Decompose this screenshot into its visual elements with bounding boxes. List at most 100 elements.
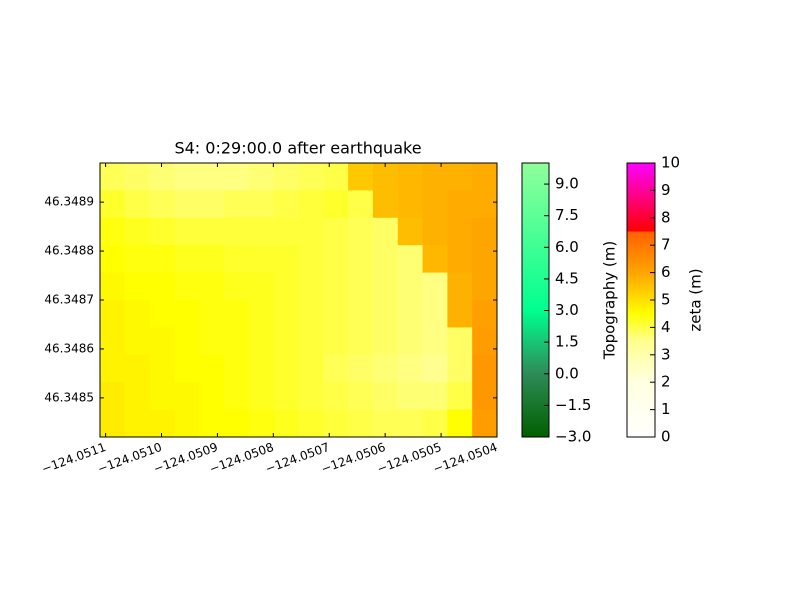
heat-cell xyxy=(422,190,448,219)
heat-cell xyxy=(397,245,424,274)
colorbar-tick-label: 3.0 xyxy=(555,301,579,319)
heat-cell xyxy=(174,382,200,411)
heat-cell xyxy=(372,272,399,301)
heat-cell xyxy=(472,382,498,411)
colorbar-tick-label: 10 xyxy=(661,154,680,172)
heat-cell xyxy=(372,163,399,191)
heat-cell xyxy=(372,382,399,411)
y-tick-label: 46.3486 xyxy=(44,341,94,355)
heat-cell xyxy=(149,354,175,383)
heat-cell xyxy=(397,190,424,219)
heat-cell xyxy=(397,272,424,301)
heat-cell xyxy=(472,300,498,328)
heat-cell xyxy=(447,409,473,438)
heat-cell xyxy=(472,327,498,356)
heat-cell xyxy=(174,272,200,301)
heat-cell xyxy=(422,354,448,383)
heat-cell xyxy=(224,354,250,383)
heat-cell xyxy=(100,272,126,301)
heat-cell xyxy=(149,272,175,301)
colorbar-tick-label: 4.5 xyxy=(555,269,579,287)
heat-cell xyxy=(372,217,399,246)
heat-cell xyxy=(397,409,424,438)
heat-cell xyxy=(100,217,126,246)
colorbar-tick-label: −3.0 xyxy=(555,428,591,446)
heat-cell xyxy=(174,409,200,438)
heat-cell xyxy=(199,217,225,246)
heat-cell xyxy=(224,409,250,438)
heat-cell xyxy=(100,190,126,219)
heat-cell xyxy=(199,409,225,438)
heat-cell xyxy=(447,272,473,301)
heat-cell xyxy=(100,409,126,438)
heat-cell xyxy=(348,272,374,301)
heat-cell xyxy=(199,354,225,383)
y-tick-label: 46.3485 xyxy=(44,390,94,404)
heat-cell xyxy=(348,382,374,411)
heat-cell xyxy=(298,217,324,246)
y-tick-label: 46.3489 xyxy=(44,195,94,209)
heat-cell xyxy=(472,163,498,191)
heat-cell xyxy=(348,217,374,246)
heat-cell xyxy=(397,163,424,191)
heat-cell xyxy=(422,163,448,191)
heat-cell xyxy=(273,354,299,383)
heat-cell xyxy=(372,190,399,219)
heat-cell xyxy=(298,163,324,191)
heat-cell xyxy=(149,382,175,411)
heat-cell xyxy=(422,382,448,411)
colorbar xyxy=(521,162,550,438)
heat-cell xyxy=(372,245,399,274)
heat-cell xyxy=(323,327,349,356)
colorbar-tick-label: 7 xyxy=(661,236,671,254)
heat-cell xyxy=(323,300,349,328)
heat-cell xyxy=(447,190,473,219)
heat-cell xyxy=(372,354,399,383)
colorbar-tick-label: −1.5 xyxy=(555,396,591,414)
colorbar-tick-label: 3 xyxy=(661,345,671,363)
heat-cell xyxy=(447,354,473,383)
heat-cell xyxy=(224,163,250,191)
heat-cell xyxy=(472,190,498,219)
heat-cell xyxy=(372,300,399,328)
heat-cell xyxy=(248,300,275,328)
heat-cell xyxy=(248,409,275,438)
heat-cell xyxy=(323,382,349,411)
heat-cell xyxy=(124,245,151,274)
heat-cell xyxy=(248,382,275,411)
colorbar-tick-label: 1.5 xyxy=(555,333,579,351)
heat-cell xyxy=(199,245,225,274)
heat-cell xyxy=(298,382,324,411)
heat-cell xyxy=(323,217,349,246)
heat-cell xyxy=(447,217,473,246)
heat-cell xyxy=(372,327,399,356)
heat-cell xyxy=(224,190,250,219)
heat-cell xyxy=(248,272,275,301)
heat-cell xyxy=(273,327,299,356)
heat-cell xyxy=(149,245,175,274)
heat-cell xyxy=(447,163,473,191)
heat-cell xyxy=(323,409,349,438)
heat-cell xyxy=(298,272,324,301)
heat-cell xyxy=(323,354,349,383)
heat-cell xyxy=(174,190,200,219)
heat-cell xyxy=(273,382,299,411)
heat-cell xyxy=(472,409,498,438)
colorbar-tick-label: 4 xyxy=(661,318,671,336)
heat-cell xyxy=(348,354,374,383)
heat-cell xyxy=(348,327,374,356)
heat-cell xyxy=(397,354,424,383)
heat-cell xyxy=(149,217,175,246)
heat-cell xyxy=(323,245,349,274)
heat-cell xyxy=(224,272,250,301)
heat-cell xyxy=(199,300,225,328)
heat-cell xyxy=(273,163,299,191)
heat-cell xyxy=(174,327,200,356)
heat-cell xyxy=(422,327,448,356)
heat-cell xyxy=(273,190,299,219)
heat-cell xyxy=(124,163,151,191)
heat-cell xyxy=(422,300,448,328)
heat-cell xyxy=(248,354,275,383)
colorbar-label: Topography (m) xyxy=(601,241,619,360)
